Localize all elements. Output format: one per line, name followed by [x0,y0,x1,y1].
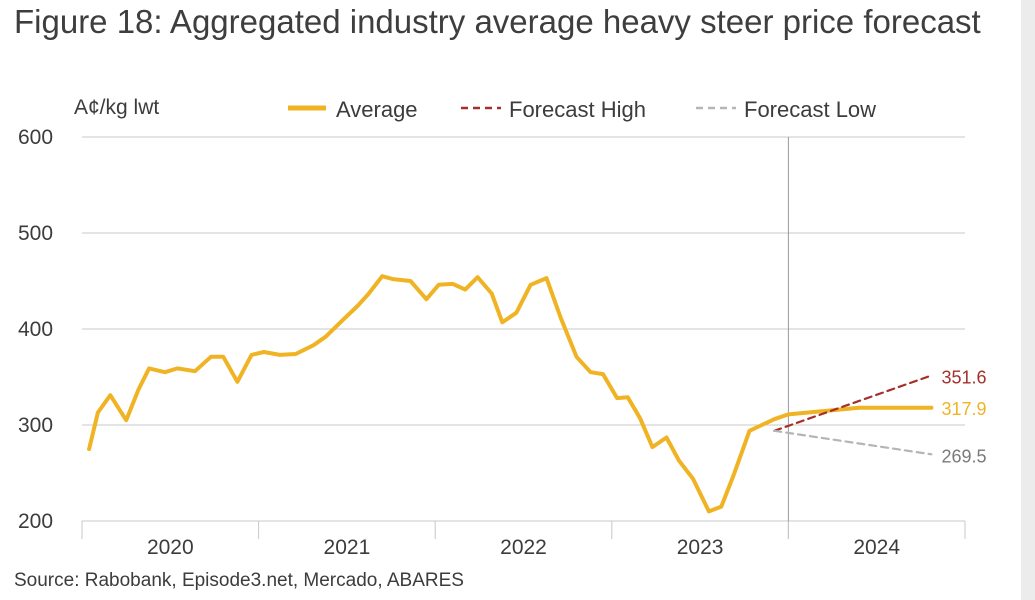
y-tick-label: 500 [18,222,53,245]
series-line-forecast-low [773,429,933,456]
data-labels: 317.9 351.6 269.5 [941,367,986,466]
page-edge [1021,0,1035,600]
end-label-forecast-high: 351.6 [941,367,986,387]
legend: Average Forecast High Forecast Low [288,97,876,122]
source-note: Source: Rabobank, Episode3.net, Mercado,… [14,570,464,591]
gridlines [82,136,965,539]
series-lines [87,274,934,514]
x-tick-label: 2022 [500,536,547,559]
y-tick-label: 200 [18,510,53,533]
x-tick-label: 2024 [853,536,900,559]
legend-label-average: Average [336,97,418,122]
legend-label-forecast-high: Forecast High [509,97,646,122]
y-tick-label: 400 [18,318,53,341]
x-tick-label: 2020 [147,536,194,559]
legend-label-forecast-low: Forecast Low [744,97,876,122]
y-tick-label: 600 [18,126,53,149]
y-tick-label: 300 [18,414,53,437]
end-label-forecast-low: 269.5 [941,446,986,466]
y-axis-label: A¢/kg lwt [74,96,159,119]
chart-title: Figure 18: Aggregated industry average h… [14,3,981,40]
end-label-average: 317.9 [941,399,986,419]
series-line-forecast-high [773,374,933,432]
x-tick-label: 2023 [677,536,724,559]
axes: 200 300 400 500 600 2020 2021 2022 2023 2024 [18,126,966,559]
x-tick-label: 2021 [324,536,371,559]
series-line-average [87,274,934,514]
